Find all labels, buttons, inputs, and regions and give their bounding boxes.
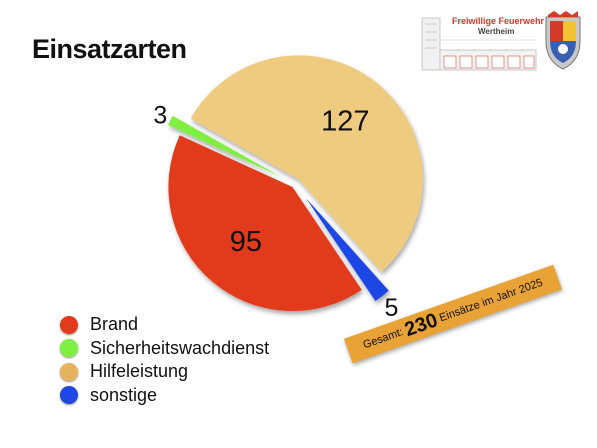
legend-item-sicherheitswachdienst: Sicherheitswachdienst bbox=[60, 337, 269, 361]
legend-marker-brand bbox=[60, 315, 78, 334]
logo-line1: Freiwillige Feuerwehr bbox=[452, 16, 545, 26]
data-label-sicherheitswachdienst: 3 bbox=[153, 101, 167, 129]
fire-department-logo: Freiwillige Feuerwehr Wertheim bbox=[420, 10, 592, 76]
chart-legend: Brand Sicherheitswachdienst Hilfeleistun… bbox=[60, 313, 269, 407]
legend-item-hilfeleistung: Hilfeleistung bbox=[60, 360, 269, 384]
legend-marker-sicherheitswachdienst bbox=[60, 339, 78, 358]
data-label-sonstige: 5 bbox=[384, 294, 398, 322]
legend-item-brand: Brand bbox=[60, 313, 269, 337]
pie-slice-sonstige bbox=[306, 198, 389, 302]
page-title: Einsatzarten bbox=[32, 34, 187, 64]
legend-label: sonstige bbox=[90, 384, 158, 405]
legend-marker-sonstige bbox=[60, 386, 78, 405]
pie-slice-hilfeleistung bbox=[190, 55, 423, 272]
data-label-hilfeleistung: 127 bbox=[321, 105, 369, 137]
legend-label: Brand bbox=[90, 314, 139, 335]
coat-of-arms-icon bbox=[545, 11, 581, 70]
fire-station-building-icon bbox=[421, 17, 537, 71]
data-label-brand: 95 bbox=[230, 226, 262, 258]
logo-line2: Wertheim bbox=[478, 27, 515, 36]
legend-item-sonstige: sonstige bbox=[60, 384, 269, 408]
legend-label: Hilfeleistung bbox=[90, 361, 189, 382]
legend-marker-hilfeleistung bbox=[60, 362, 78, 381]
pie-slice-brand bbox=[168, 135, 362, 312]
legend-label: Sicherheitswachdienst bbox=[90, 337, 270, 358]
pie-slice-sicherheitswachdienst bbox=[168, 115, 281, 177]
